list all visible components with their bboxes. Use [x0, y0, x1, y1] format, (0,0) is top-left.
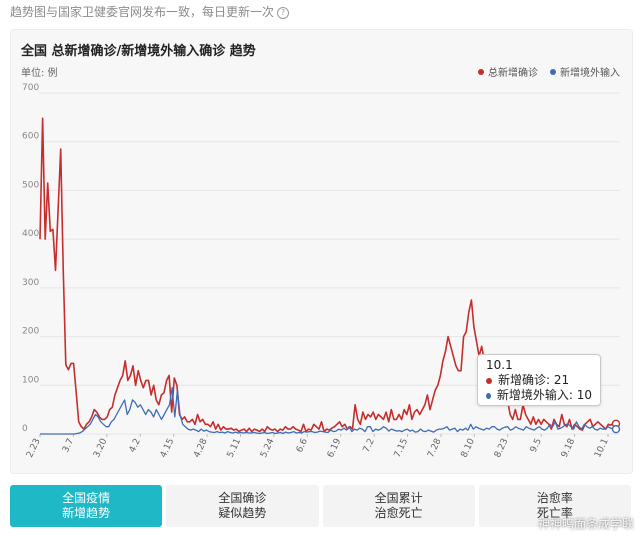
series-line-imported — [40, 387, 616, 435]
x-tick-label: 9.5 — [529, 437, 544, 454]
series-line-total — [39, 117, 617, 433]
chart-title: 全国 总新增确诊/新增境外输入确诊 趋势 — [21, 44, 256, 59]
x-tick-label: 5.11 — [226, 437, 244, 459]
y-tick-label: 600 — [22, 132, 39, 142]
x-tick-label: 3.7 — [61, 437, 76, 454]
legend-label-imported: 新增境外输入 — [560, 68, 620, 79]
x-tick-label: 6.6 — [295, 437, 310, 454]
tab-rates[interactable]: 治愈率 死亡率 — [478, 485, 631, 527]
tab-label-line1: 全国确诊 — [218, 491, 267, 505]
x-tick-label: 7.15 — [393, 437, 411, 459]
legend-dot-imported — [550, 68, 556, 75]
tooltip-label-total: 新增确诊 — [498, 373, 547, 387]
legend-dot-total — [478, 68, 484, 75]
chart-legend: 总新增确诊 新增境外输入 — [478, 64, 620, 79]
tab-new-trend[interactable]: 全国疫情 新增趋势 — [10, 485, 163, 527]
x-tick-label: 7.28 — [426, 437, 444, 460]
tooltip-text-imported: 新增境外输入: 10 — [496, 388, 592, 402]
y-tick-label: 200 — [22, 327, 39, 337]
x-tick-label: 5.24 — [259, 437, 277, 460]
question-icon[interactable]: ? — [277, 7, 290, 19]
x-tick-label: 4.28 — [192, 437, 210, 460]
legend-item-imported[interactable]: 新增境外输入 — [550, 64, 620, 79]
tab-cured-dead[interactable]: 全国累计 治愈死亡 — [322, 485, 475, 527]
unit-label: 单位: 例 — [21, 68, 58, 79]
x-tick-label: 8.10 — [460, 437, 478, 460]
x-tick-label: 4.15 — [159, 437, 177, 459]
tab-confirmed-suspected[interactable]: 全国确诊 疑似趋势 — [166, 485, 319, 527]
x-tick-label: 3.20 — [92, 437, 110, 460]
x-tick-label: 9.18 — [560, 437, 578, 460]
tooltip-value-imported: 10 — [576, 388, 592, 402]
tooltip-date: 10.1 — [486, 358, 513, 372]
tooltip-text-total: 新增确诊: 21 — [498, 373, 570, 387]
update-note-text: 趋势图与国家卫健委官网发布一致，每日更新一次 — [10, 5, 275, 19]
y-tick-label: 400 — [22, 229, 39, 239]
tooltip-dot-total — [486, 377, 492, 384]
y-tick-label: 0 — [22, 424, 28, 434]
tooltip-label-imported: 新增境外输入 — [496, 388, 569, 402]
y-tick-label: 700 — [22, 83, 39, 93]
update-note: 趋势图与国家卫健委官网发布一致，每日更新一次? — [10, 3, 290, 21]
tab-label-line2: 死亡率 — [536, 506, 573, 520]
y-tick-label: 500 — [22, 180, 39, 190]
y-tick-label: 300 — [22, 278, 39, 288]
x-tick-label: 2.23 — [25, 437, 43, 459]
legend-label-total: 总新增确诊 — [488, 68, 538, 79]
tab-label-line1: 全国累计 — [374, 491, 423, 505]
tooltip-value-total: 21 — [553, 373, 570, 387]
hover-point-imported — [611, 424, 621, 434]
x-tick-label: 8.23 — [493, 437, 511, 459]
watermark: 神神鸣面条成学联 — [537, 517, 634, 531]
tab-label-line2: 新增趋势 — [62, 506, 111, 520]
tab-label-line1: 治愈率 — [536, 491, 573, 505]
chart-tooltip: 10.1 新增确诊: 21 新增境外输入: 10 — [477, 354, 601, 406]
tooltip-dot-imported — [486, 392, 491, 399]
x-tick-label: 7.2 — [362, 437, 377, 454]
legend-item-total[interactable]: 总新增确诊 — [478, 64, 538, 79]
tab-label-line2: 疑似趋势 — [218, 506, 267, 520]
x-tick-label: 6.19 — [326, 437, 344, 460]
tab-label-line1: 全国疫情 — [62, 491, 111, 505]
tooltip-row-imported: 新增境外输入: 10 — [486, 388, 592, 403]
tooltip-row-total: 新增确诊: 21 — [486, 373, 592, 388]
tab-label-line2: 治愈死亡 — [374, 506, 423, 520]
y-tick-label: 100 — [22, 375, 39, 385]
x-tick-label: 10.1 — [593, 437, 611, 459]
chart-tabs: 全国疫情 新增趋势 全国确诊 疑似趋势 全国累计 治愈死亡 治愈率 死亡率 — [10, 485, 631, 527]
x-tick-label: 4.2 — [128, 437, 143, 454]
